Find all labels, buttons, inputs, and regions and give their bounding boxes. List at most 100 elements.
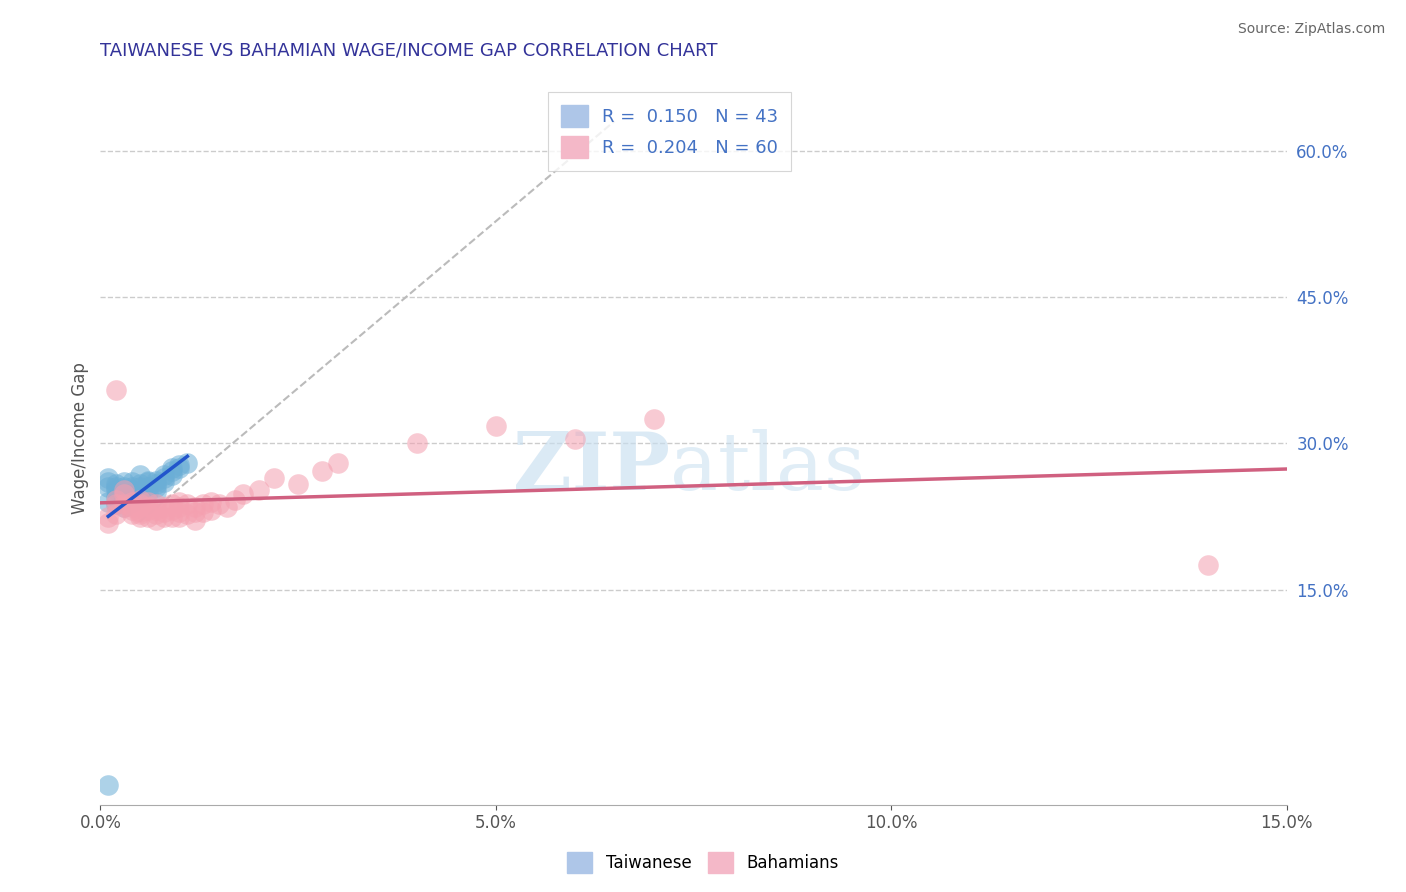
Point bbox=[160, 460, 183, 475]
Point bbox=[152, 475, 174, 490]
Point bbox=[112, 497, 135, 511]
Text: TAIWANESE VS BAHAMIAN WAGE/INCOME GAP CORRELATION CHART: TAIWANESE VS BAHAMIAN WAGE/INCOME GAP CO… bbox=[100, 42, 718, 60]
Point bbox=[169, 500, 191, 514]
Point bbox=[200, 495, 222, 509]
Point bbox=[121, 495, 143, 509]
Point bbox=[105, 383, 128, 397]
Text: Source: ZipAtlas.com: Source: ZipAtlas.com bbox=[1237, 22, 1385, 37]
Point bbox=[128, 497, 150, 511]
Point bbox=[224, 493, 246, 508]
Point bbox=[136, 495, 159, 509]
Point bbox=[136, 474, 159, 488]
Point bbox=[112, 485, 135, 500]
Point bbox=[128, 485, 150, 500]
Point bbox=[208, 497, 231, 511]
Point bbox=[136, 485, 159, 500]
Point bbox=[121, 495, 143, 509]
Point bbox=[145, 477, 167, 491]
Point bbox=[128, 493, 150, 508]
Point bbox=[145, 480, 167, 494]
Point bbox=[176, 507, 198, 521]
Point bbox=[191, 497, 214, 511]
Point bbox=[152, 509, 174, 524]
Point bbox=[112, 500, 135, 514]
Point bbox=[128, 509, 150, 524]
Point bbox=[176, 456, 198, 470]
Point bbox=[184, 505, 207, 519]
Point bbox=[112, 500, 135, 514]
Point bbox=[97, 475, 120, 490]
Point bbox=[160, 467, 183, 482]
Point bbox=[97, 516, 120, 531]
Point bbox=[145, 512, 167, 526]
Legend: R =  0.150   N = 43, R =  0.204   N = 60: R = 0.150 N = 43, R = 0.204 N = 60 bbox=[548, 93, 792, 170]
Point bbox=[105, 490, 128, 504]
Point bbox=[112, 493, 135, 508]
Point bbox=[160, 509, 183, 524]
Point bbox=[105, 493, 128, 508]
Point bbox=[160, 464, 183, 478]
Point bbox=[128, 477, 150, 491]
Point bbox=[152, 467, 174, 482]
Text: atlas: atlas bbox=[669, 429, 865, 507]
Point bbox=[215, 500, 238, 514]
Point bbox=[112, 480, 135, 494]
Point bbox=[176, 497, 198, 511]
Point bbox=[160, 503, 183, 517]
Point bbox=[105, 483, 128, 498]
Point bbox=[105, 497, 128, 511]
Point bbox=[105, 477, 128, 491]
Point bbox=[311, 464, 333, 478]
Point bbox=[136, 475, 159, 490]
Point bbox=[97, 470, 120, 484]
Point bbox=[112, 483, 135, 498]
Point bbox=[485, 418, 508, 433]
Point bbox=[145, 485, 167, 500]
Point bbox=[105, 507, 128, 521]
Point bbox=[152, 470, 174, 484]
Point bbox=[287, 477, 309, 491]
Point bbox=[152, 505, 174, 519]
Point bbox=[121, 503, 143, 517]
Point bbox=[136, 509, 159, 524]
Point bbox=[121, 475, 143, 490]
Point bbox=[121, 483, 143, 498]
Point bbox=[97, 509, 120, 524]
Point bbox=[169, 458, 191, 472]
Point bbox=[405, 436, 427, 450]
Point bbox=[136, 503, 159, 517]
Point bbox=[184, 500, 207, 514]
Point bbox=[121, 480, 143, 494]
Point bbox=[121, 500, 143, 514]
Point bbox=[564, 432, 586, 446]
Point bbox=[128, 507, 150, 521]
Point bbox=[128, 480, 150, 494]
Legend: Taiwanese, Bahamians: Taiwanese, Bahamians bbox=[561, 846, 845, 880]
Point bbox=[247, 483, 270, 498]
Point bbox=[169, 509, 191, 524]
Point bbox=[169, 460, 191, 475]
Point bbox=[121, 487, 143, 501]
Point bbox=[112, 475, 135, 490]
Point bbox=[105, 480, 128, 494]
Point bbox=[643, 412, 665, 426]
Point bbox=[145, 507, 167, 521]
Text: ZIP: ZIP bbox=[513, 429, 669, 507]
Point bbox=[326, 456, 349, 470]
Point bbox=[200, 503, 222, 517]
Point bbox=[128, 505, 150, 519]
Point bbox=[152, 500, 174, 514]
Point bbox=[169, 495, 191, 509]
Point bbox=[97, 495, 120, 509]
Point bbox=[136, 480, 159, 494]
Y-axis label: Wage/Income Gap: Wage/Income Gap bbox=[72, 363, 89, 515]
Point bbox=[169, 505, 191, 519]
Point bbox=[232, 487, 254, 501]
Point bbox=[145, 474, 167, 488]
Point bbox=[128, 467, 150, 482]
Point bbox=[97, 480, 120, 494]
Point bbox=[160, 497, 183, 511]
Point bbox=[1197, 558, 1219, 573]
Point bbox=[136, 500, 159, 514]
Point bbox=[128, 490, 150, 504]
